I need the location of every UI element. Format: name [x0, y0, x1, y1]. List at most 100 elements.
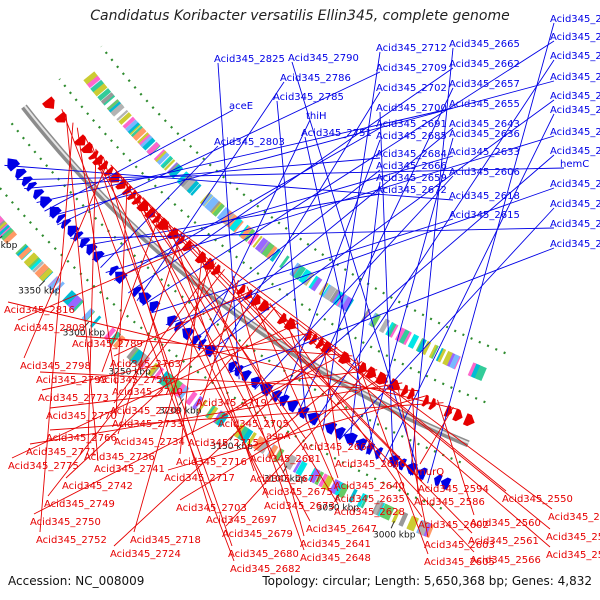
forward-gene-label: Acid345_2595	[550, 72, 600, 83]
reverse-cog-stripe	[141, 136, 156, 151]
reverse-gene-label: Acid345_2742	[62, 481, 133, 492]
reverse-gene-label: Acid345_2560	[470, 518, 541, 529]
reverse-gene-connector	[283, 312, 339, 479]
reverse-gene-label: Acid345_2770	[46, 411, 117, 422]
reverse-cog-stripe	[223, 212, 235, 225]
reverse-cog-stripe	[161, 156, 174, 169]
forward-cog-stripe	[373, 500, 383, 515]
forward-gene-connector	[136, 81, 285, 301]
forward-gene-arrow	[334, 426, 346, 440]
forward-cog-stripe	[333, 481, 345, 496]
reverse-gene-connector	[17, 244, 195, 321]
forward-gene-connector	[365, 137, 454, 455]
reverse-gene-label: Acid345_2763	[110, 359, 181, 370]
reverse-cog-stripe	[190, 183, 202, 196]
reverse-gene-connector	[115, 182, 128, 417]
reverse-gene-label: Acid345_2715	[188, 438, 259, 449]
forward-cog-stripe	[168, 379, 183, 395]
forward-gene-connector	[49, 80, 555, 217]
forward-gene-arrow	[33, 189, 45, 200]
forward-gene-label: Acid345_2672	[376, 185, 447, 196]
reverse-gene-connector	[23, 161, 109, 359]
forward-gene-arrow	[398, 458, 408, 471]
reverse-gene-connector	[225, 366, 372, 527]
forward-gene-connector	[291, 61, 422, 481]
reverse-gene-connector	[122, 177, 311, 522]
reverse-gene-connector	[39, 122, 74, 533]
reverse-gene-label: Acid345_2673	[264, 501, 335, 512]
reverse-cog-stripe	[204, 196, 218, 211]
reverse-gene-connector	[395, 379, 429, 538]
forward-gene-arrow	[343, 432, 358, 447]
reverse-gene-connector	[221, 346, 338, 417]
forward-cog-stripe	[63, 291, 78, 307]
reverse-cog-stripe	[127, 121, 140, 134]
reverse-gene-connector	[49, 402, 444, 431]
forward-gene-label: Acid345_2636	[449, 129, 520, 140]
reverse-cog-stripe	[298, 268, 312, 284]
reverse-gene-label: Acid345_2793	[36, 375, 107, 386]
reverse-cog-stripe	[137, 132, 152, 147]
reverse-gene-connector	[33, 352, 347, 515]
reverse-gene-arrow	[126, 189, 137, 201]
reverse-gene-arrow	[400, 384, 408, 397]
forward-gene-arrow	[149, 300, 161, 313]
reverse-gene-label: Acid345_2789	[72, 339, 143, 350]
reverse-gene-connector	[39, 371, 418, 392]
reverse-cog-stripe	[476, 366, 487, 382]
forward-gene-label: Acid345_2659	[376, 173, 447, 184]
dotted-ring	[58, 78, 486, 404]
reverse-gene-label: Acid345_2628	[334, 507, 405, 518]
reverse-cog-stripe	[407, 333, 420, 349]
reverse-gene-label: Acid345_2679	[222, 529, 293, 540]
reverse-cog-stripe	[403, 331, 412, 346]
reverse-gene-label: Acid345_2648	[300, 553, 371, 564]
forward-cog-stripe	[406, 515, 416, 531]
reverse-cog-stripe	[97, 88, 112, 101]
reverse-cog-stripe	[86, 75, 101, 89]
reverse-gene-label: Acid345_2605	[424, 557, 495, 568]
forward-cog-stripe	[192, 395, 204, 410]
forward-gene-label: Acid345_2592	[550, 91, 600, 102]
reverse-cog-stripe	[385, 322, 395, 336]
reverse-gene-label: Acid345_2752	[36, 535, 107, 546]
reverse-gene-arrow	[276, 312, 287, 325]
reverse-gene-connector	[142, 197, 473, 534]
forward-gene-connector	[70, 227, 555, 239]
reverse-cog-stripe	[110, 103, 125, 117]
reverse-cog-stripe	[361, 308, 371, 322]
reverse-gene-label: Acid345_2677	[250, 474, 321, 485]
reverse-gene-label: aspA	[266, 431, 291, 442]
reverse-gene-connector	[292, 318, 551, 530]
reverse-cog-stripe	[186, 180, 200, 194]
reverse-gene-connector	[11, 322, 299, 459]
forward-gene-label: Acid345_2559	[550, 199, 600, 210]
forward-gene-connector	[427, 22, 555, 484]
forward-gene-connector	[322, 51, 381, 432]
forward-gene-arrow	[7, 158, 21, 172]
forward-gene-connector	[36, 107, 454, 203]
reverse-gene-connector	[322, 337, 340, 457]
reverse-cog-stripe	[146, 141, 160, 156]
reverse-gene-connector	[41, 331, 314, 391]
reverse-gene-label: Acid345_2525	[546, 550, 600, 561]
reverse-gene-connector	[197, 247, 305, 551]
reverse-gene-connector	[113, 290, 253, 357]
forward-gene-connector	[213, 91, 381, 362]
reverse-gene-arrow	[194, 251, 207, 264]
reverse-gene-connector	[110, 164, 475, 553]
reverse-cog-stripe	[125, 119, 139, 132]
reverse-gene-connector	[154, 209, 339, 505]
forward-gene-connector	[379, 111, 394, 468]
reverse-cog-stripe	[183, 177, 197, 191]
reverse-gene-label: Acid345_2736	[84, 452, 155, 463]
forward-gene-connector	[174, 169, 381, 333]
forward-gene-arrow	[73, 231, 84, 242]
reverse-cog-stripe	[323, 285, 337, 301]
reverse-cog-stripe	[156, 152, 170, 165]
forward-gene-arrow	[174, 320, 184, 332]
reverse-cog-stripe	[116, 109, 129, 121]
forward-cog-stripe	[314, 471, 325, 486]
forward-gene-label: Acid345_2618	[449, 191, 520, 202]
reverse-gene-arrow	[452, 408, 463, 422]
